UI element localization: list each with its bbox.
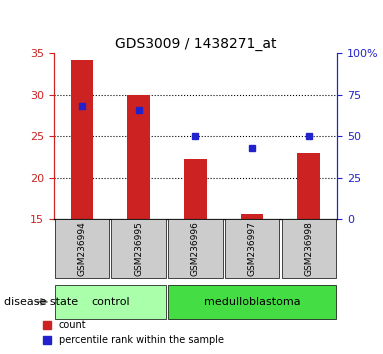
Text: GSM236995: GSM236995 <box>134 221 143 276</box>
Text: medulloblastoma: medulloblastoma <box>204 297 300 307</box>
Bar <box>70 60 93 219</box>
Text: GSM236994: GSM236994 <box>77 221 87 276</box>
Title: GDS3009 / 1438271_at: GDS3009 / 1438271_at <box>115 37 276 51</box>
Text: disease state: disease state <box>4 297 78 307</box>
Text: control: control <box>91 297 129 307</box>
Bar <box>127 95 150 219</box>
Text: GSM236998: GSM236998 <box>304 221 313 276</box>
Text: GSM236997: GSM236997 <box>247 221 257 276</box>
Bar <box>297 153 320 219</box>
Text: GSM236996: GSM236996 <box>191 221 200 276</box>
Bar <box>184 159 207 219</box>
Bar <box>241 215 264 219</box>
Legend: count, percentile rank within the sample: count, percentile rank within the sample <box>39 316 228 349</box>
